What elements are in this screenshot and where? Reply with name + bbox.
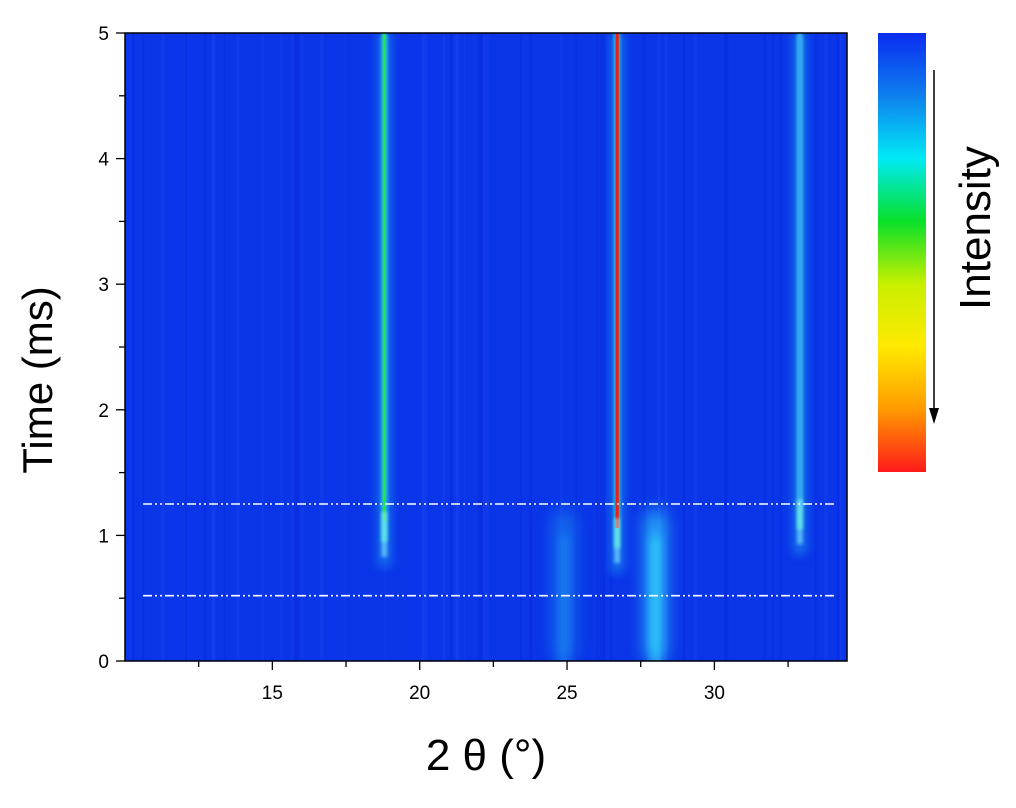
x-tick-label: 30 <box>704 683 725 704</box>
background-streak <box>560 33 563 661</box>
peak-line <box>615 33 619 529</box>
background-streak <box>657 33 660 661</box>
background-streak <box>463 33 466 661</box>
background-streak <box>658 33 661 661</box>
y-tick-label: 2 <box>98 401 109 422</box>
background-streak <box>320 33 324 661</box>
background-streak <box>682 33 686 661</box>
background-streak <box>455 33 460 661</box>
background-streak <box>481 33 483 661</box>
background-streak <box>772 33 774 661</box>
background-streak <box>211 33 216 661</box>
background-streak <box>693 33 698 661</box>
background-streak <box>724 33 729 661</box>
background-streak <box>836 33 839 661</box>
background-streak <box>443 33 445 661</box>
x-tick-label: 20 <box>409 683 430 704</box>
background-streak <box>479 33 482 661</box>
y-tick-label: 4 <box>98 150 109 171</box>
colorbar-label: Intensity <box>951 146 1000 310</box>
background-streak <box>763 33 766 661</box>
y-axis: 0 1 2 3 4 5 <box>98 24 125 673</box>
background-streak <box>203 33 207 661</box>
y-tick-label: 5 <box>98 24 109 45</box>
background-streak <box>161 33 165 661</box>
peak-onset <box>614 518 621 564</box>
background-streak <box>575 33 577 661</box>
background-streak <box>422 33 426 661</box>
background-streak <box>450 33 453 661</box>
background-streak <box>839 33 843 661</box>
x-tick-label: 15 <box>262 683 283 704</box>
background-streak <box>236 33 240 661</box>
background-streak <box>421 33 424 661</box>
background-streaks <box>130 33 843 661</box>
background-streak <box>482 33 486 661</box>
x-tick-label: 25 <box>556 683 577 704</box>
background-streak <box>184 33 186 661</box>
transient-peak-core <box>651 535 660 661</box>
peak-onset <box>796 499 803 545</box>
plot-background <box>125 33 847 661</box>
x-axis-title: 2 θ (°) <box>426 731 546 780</box>
peak-onset <box>381 511 388 557</box>
background-streak <box>529 33 533 661</box>
background-streak <box>601 33 606 661</box>
transient-peak-core <box>560 535 569 661</box>
background-streak <box>824 33 828 661</box>
background-streak <box>294 33 298 661</box>
background-streak <box>599 33 601 661</box>
background-streak <box>261 33 264 661</box>
peak-line <box>382 33 386 522</box>
background-streak <box>724 33 727 661</box>
background-streak <box>301 33 304 661</box>
background-streak <box>131 33 135 661</box>
background-streak <box>454 33 459 661</box>
colorbar-scale <box>878 33 926 472</box>
background-streak <box>664 33 668 661</box>
background-streak <box>485 33 489 661</box>
y-tick-label: 1 <box>98 526 109 547</box>
peak-layer <box>377 33 807 661</box>
background-streak <box>596 33 598 661</box>
background-streak <box>450 33 452 661</box>
y-tick-label: 0 <box>98 652 109 673</box>
background-streak <box>223 33 226 661</box>
background-streak <box>280 33 283 661</box>
background-streak <box>295 33 300 661</box>
colorbar: Intensity <box>878 33 1000 472</box>
y-axis-title: Time (ms) <box>14 286 61 473</box>
background-streak <box>642 33 646 661</box>
background-streak <box>184 33 187 661</box>
background-streak <box>519 33 522 661</box>
peak-line <box>798 33 802 510</box>
y-tick-label: 3 <box>98 275 109 296</box>
reference-lines <box>143 503 837 597</box>
background-streak <box>814 33 817 661</box>
x-axis: 15 20 25 30 <box>198 661 789 704</box>
plot-area <box>124 32 848 662</box>
colorbar-arrow-head <box>929 408 939 424</box>
background-streak <box>182 33 187 661</box>
background-streak <box>130 33 133 661</box>
background-streak <box>425 33 428 661</box>
background-streak <box>477 33 479 661</box>
background-streak <box>212 33 215 661</box>
background-streak <box>142 33 145 661</box>
background-streak <box>442 33 445 661</box>
background-streak <box>181 33 186 661</box>
background-streak <box>344 33 346 661</box>
background-streak <box>779 33 782 661</box>
background-streak <box>291 33 294 661</box>
